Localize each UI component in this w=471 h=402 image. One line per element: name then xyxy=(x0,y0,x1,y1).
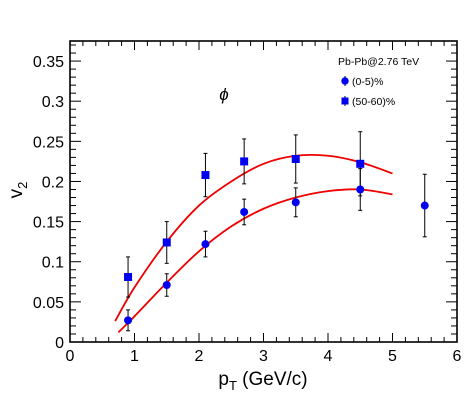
legend-label-50-60: (50-60)% xyxy=(352,96,395,108)
x-tick-label: 2 xyxy=(195,348,204,365)
x-tick-label: 6 xyxy=(453,348,462,365)
legend-title: Pb-Pb@2.76 TeV xyxy=(338,56,419,68)
x-tick-label: 4 xyxy=(324,348,333,365)
square-marker xyxy=(356,159,365,168)
square-marker xyxy=(240,157,249,166)
y-axis-label-sub: 2 xyxy=(15,182,30,189)
error-bars xyxy=(126,131,427,332)
x-tick-label: 1 xyxy=(130,348,139,365)
y-tick-label: 0.2 xyxy=(42,174,64,191)
x-axis-label-sub: T xyxy=(229,378,237,393)
y-axis-ticks: 0 0.05 0.1 0.15 0.2 0.25 0.3 0.35 xyxy=(33,44,457,352)
x-tick-label: 3 xyxy=(259,348,268,365)
y-tick-label: 0.05 xyxy=(33,295,64,312)
x-axis-label: pT (GeV/c) xyxy=(218,369,307,393)
y-tick-label: 0.3 xyxy=(42,94,64,111)
circle-marker xyxy=(124,316,133,325)
x-axis-label-unit: (GeV/c) xyxy=(237,369,308,390)
x-axis-ticks: 0 1 2 3 4 5 6 xyxy=(66,41,462,365)
circle-marker xyxy=(356,185,365,194)
x-tick-label: 0 xyxy=(66,348,75,365)
fit-curves xyxy=(114,153,393,334)
legend-label-0-5: (0-5)% xyxy=(352,76,384,88)
x-tick-label: 5 xyxy=(388,348,397,365)
phi-annotation: ϕ xyxy=(219,85,228,104)
square-marker xyxy=(124,272,133,281)
y-axis-label: v2 xyxy=(6,182,30,199)
square-marker xyxy=(291,154,300,163)
y-tick-label: 0 xyxy=(55,335,64,352)
square-marker xyxy=(201,171,210,180)
legend-entry-0-5: (0-5)% xyxy=(341,76,384,88)
circle-marker xyxy=(201,240,210,249)
x-axis-label-p: p xyxy=(218,369,229,390)
legend-entry-50-60: (50-60)% xyxy=(341,96,395,108)
circle-marker xyxy=(420,201,429,210)
legend-square-marker xyxy=(341,97,349,105)
legend-circle-marker xyxy=(341,77,349,85)
y-tick-label: 0.35 xyxy=(33,54,64,71)
y-axis-label-v: v xyxy=(6,188,27,198)
fit-curve-0 xyxy=(117,188,393,334)
fit-curve-1 xyxy=(114,153,393,322)
circle-marker xyxy=(162,281,171,290)
circle-marker xyxy=(291,198,300,207)
square-marker xyxy=(162,238,171,247)
y-tick-label: 0.1 xyxy=(42,255,64,272)
circle-marker xyxy=(240,207,249,216)
y-tick-label: 0.15 xyxy=(33,215,64,232)
y-tick-label: 0.25 xyxy=(33,134,64,151)
data-markers xyxy=(124,154,429,325)
